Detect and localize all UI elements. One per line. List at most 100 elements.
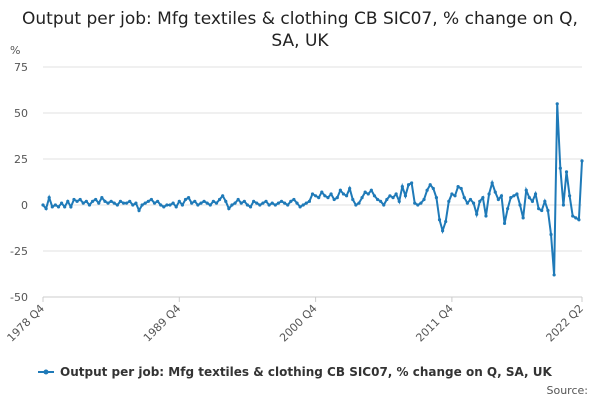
- point: [186, 196, 191, 200]
- point: [125, 201, 129, 205]
- series-line: [42, 103, 583, 275]
- point: [131, 203, 135, 207]
- point: [580, 159, 584, 163]
- point: [75, 199, 79, 203]
- point: [524, 188, 528, 192]
- point: [66, 199, 70, 203]
- point: [456, 185, 460, 189]
- point: [471, 201, 476, 205]
- point: [196, 203, 200, 207]
- point: [217, 197, 222, 202]
- point: [180, 203, 184, 207]
- point: [372, 194, 377, 198]
- point: [264, 199, 268, 203]
- point: [273, 203, 277, 207]
- point: [382, 203, 386, 207]
- point: [140, 203, 144, 207]
- x-tick-label: 2011 Q4: [413, 302, 456, 345]
- point: [292, 197, 296, 202]
- chart-title: Output per job: Mfg textiles & clothing …: [22, 9, 578, 51]
- point: [530, 199, 535, 203]
- point: [261, 201, 265, 205]
- point: [59, 201, 64, 205]
- point: [487, 192, 491, 196]
- point: [118, 199, 123, 203]
- point: [317, 196, 321, 200]
- point: [499, 194, 504, 198]
- point: [258, 203, 262, 207]
- point: [450, 192, 454, 196]
- point: [289, 199, 293, 203]
- point: [397, 199, 401, 203]
- point: [171, 201, 175, 205]
- point: [475, 212, 479, 216]
- y-tick-label: 50: [14, 107, 28, 120]
- point: [137, 208, 141, 213]
- point: [434, 196, 439, 200]
- point: [205, 201, 209, 205]
- point: [227, 207, 231, 211]
- point: [437, 218, 442, 222]
- point: [394, 192, 398, 196]
- point: [533, 192, 538, 196]
- point: [190, 201, 194, 205]
- point: [313, 194, 318, 198]
- point: [230, 203, 234, 207]
- point: [56, 205, 61, 209]
- point: [177, 199, 181, 203]
- point: [90, 199, 95, 203]
- point: [388, 194, 392, 198]
- point: [245, 203, 250, 207]
- point: [490, 181, 494, 185]
- point: [444, 219, 448, 224]
- point: [577, 218, 581, 222]
- point: [459, 186, 463, 191]
- point: [298, 205, 302, 209]
- point: [236, 197, 240, 202]
- point: [199, 201, 203, 205]
- point: [239, 201, 243, 205]
- point: [162, 205, 166, 209]
- point: [385, 197, 389, 202]
- point: [493, 190, 497, 194]
- point: [255, 201, 259, 205]
- point: [419, 201, 423, 205]
- point: [462, 196, 466, 200]
- point: [568, 194, 572, 198]
- point: [369, 188, 373, 192]
- point: [168, 203, 172, 207]
- point: [121, 201, 126, 205]
- point: [320, 190, 324, 194]
- point: [425, 188, 429, 192]
- point: [109, 199, 113, 203]
- point: [379, 199, 383, 203]
- point: [283, 201, 287, 205]
- point: [310, 192, 315, 196]
- point: [100, 196, 104, 200]
- point: [233, 201, 237, 205]
- source: Source:: [547, 384, 589, 397]
- point: [360, 196, 364, 200]
- point: [400, 185, 404, 189]
- y-tick-label: -25: [10, 245, 28, 258]
- point: [422, 197, 426, 202]
- point: [354, 203, 358, 207]
- point: [221, 194, 225, 198]
- point: [332, 197, 336, 202]
- y-tick-label: 25: [14, 153, 28, 166]
- point: [183, 197, 188, 202]
- point: [453, 194, 457, 198]
- point: [413, 201, 417, 205]
- point: [351, 197, 355, 202]
- y-tick-label: 75: [14, 61, 28, 74]
- point: [348, 186, 352, 191]
- point: [509, 196, 513, 200]
- point: [341, 192, 346, 196]
- point: [496, 197, 500, 202]
- point: [552, 273, 556, 277]
- point: [72, 197, 76, 202]
- point: [267, 203, 271, 207]
- point: [537, 207, 541, 211]
- point: [208, 203, 212, 207]
